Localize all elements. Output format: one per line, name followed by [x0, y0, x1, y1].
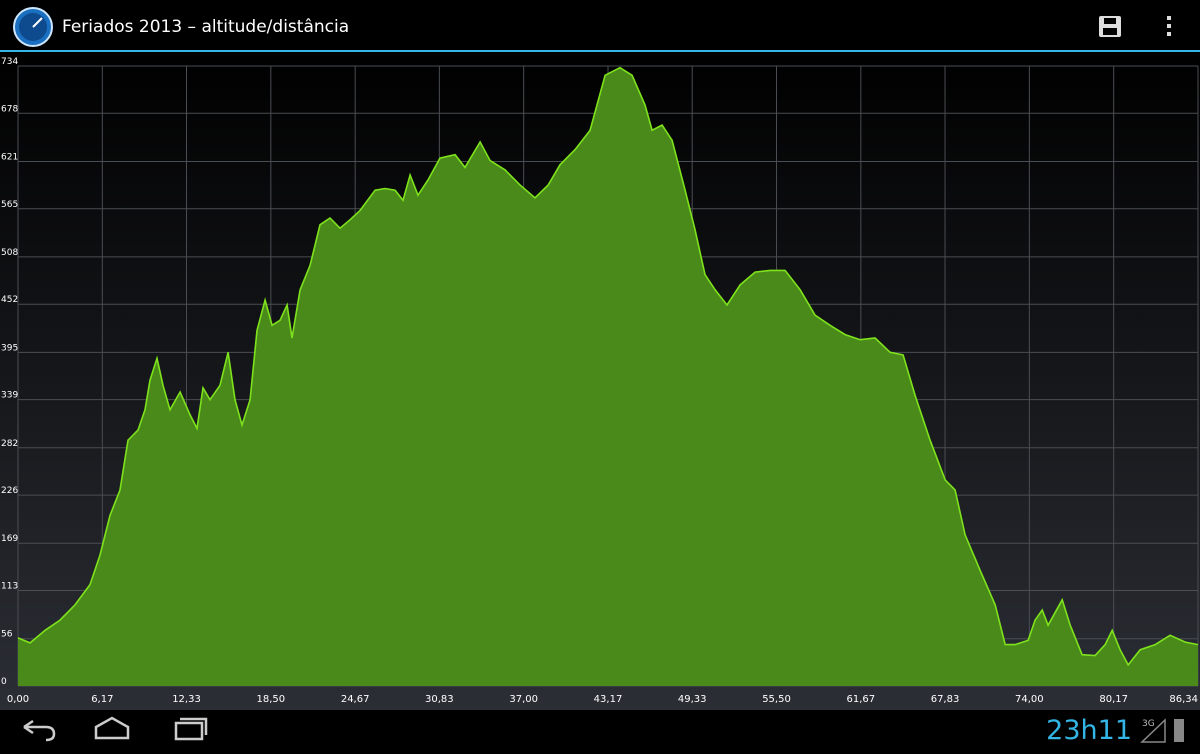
y-tick-label: 565: [1, 200, 18, 210]
x-tick-label: 30,83: [425, 694, 454, 705]
overflow-menu[interactable]: [1167, 16, 1171, 36]
y-tick-label: 452: [1, 295, 18, 305]
battery-icon: [1174, 719, 1184, 742]
app-icon[interactable]: [13, 7, 53, 47]
x-tick-label: 80,17: [1099, 694, 1128, 705]
plot: 0 56 113 169 226 282 339 395 452 508 565 621 678 734 0…: [1, 57, 1199, 705]
y-tick-label: 0: [1, 677, 7, 687]
navigation-bar: [0, 710, 1200, 750]
x-tick-label: 86,34: [1169, 694, 1198, 705]
area: [18, 67, 1198, 686]
x-tick-label: 74,00: [1015, 694, 1044, 705]
x-tick-label: 61,67: [847, 694, 876, 705]
signal-icon: [1140, 718, 1166, 743]
y-tick-label: 226: [1, 486, 18, 496]
x-tick-label: 24,67: [341, 694, 370, 705]
y-tick-label: 282: [1, 439, 18, 449]
x-tick-label: 12,33: [172, 694, 201, 705]
x-tick-label: 18,50: [257, 694, 286, 705]
screen-title: Feriados 2013 – altitude/distância: [62, 17, 349, 37]
area-line: [17, 66, 1199, 667]
x-tick-label: 6,17: [91, 694, 113, 705]
back-button[interactable]: [23, 719, 56, 742]
clock: 23h11: [1046, 715, 1132, 746]
x-tick-label: 0,00: [7, 694, 29, 705]
y-tick-label: 395: [1, 343, 18, 353]
y-tick-label: 678: [1, 104, 18, 114]
y-tick-label: 113: [1, 582, 18, 592]
x-tick-label: 43,17: [594, 694, 623, 705]
save-button[interactable]: [1099, 16, 1121, 37]
x-tick-label: 37,00: [509, 694, 538, 705]
x-tick-label: 49,33: [678, 694, 707, 705]
y-tick-label: 508: [1, 248, 18, 258]
recents-button[interactable]: [174, 717, 208, 741]
action-bar-divider: [0, 50, 1200, 52]
y-tick-label: 169: [1, 534, 18, 544]
y-tick-label: 56: [1, 630, 13, 640]
x-tick-label: 67,83: [931, 694, 960, 705]
network-type: 3G: [1142, 719, 1155, 729]
x-tick-label: 55,50: [762, 694, 791, 705]
y-tick-label: 734: [1, 57, 18, 67]
home-button[interactable]: [94, 716, 130, 740]
y-tick-label: 621: [1, 152, 18, 162]
action-bar: [0, 0, 1200, 51]
y-tick-label: 339: [1, 391, 18, 401]
